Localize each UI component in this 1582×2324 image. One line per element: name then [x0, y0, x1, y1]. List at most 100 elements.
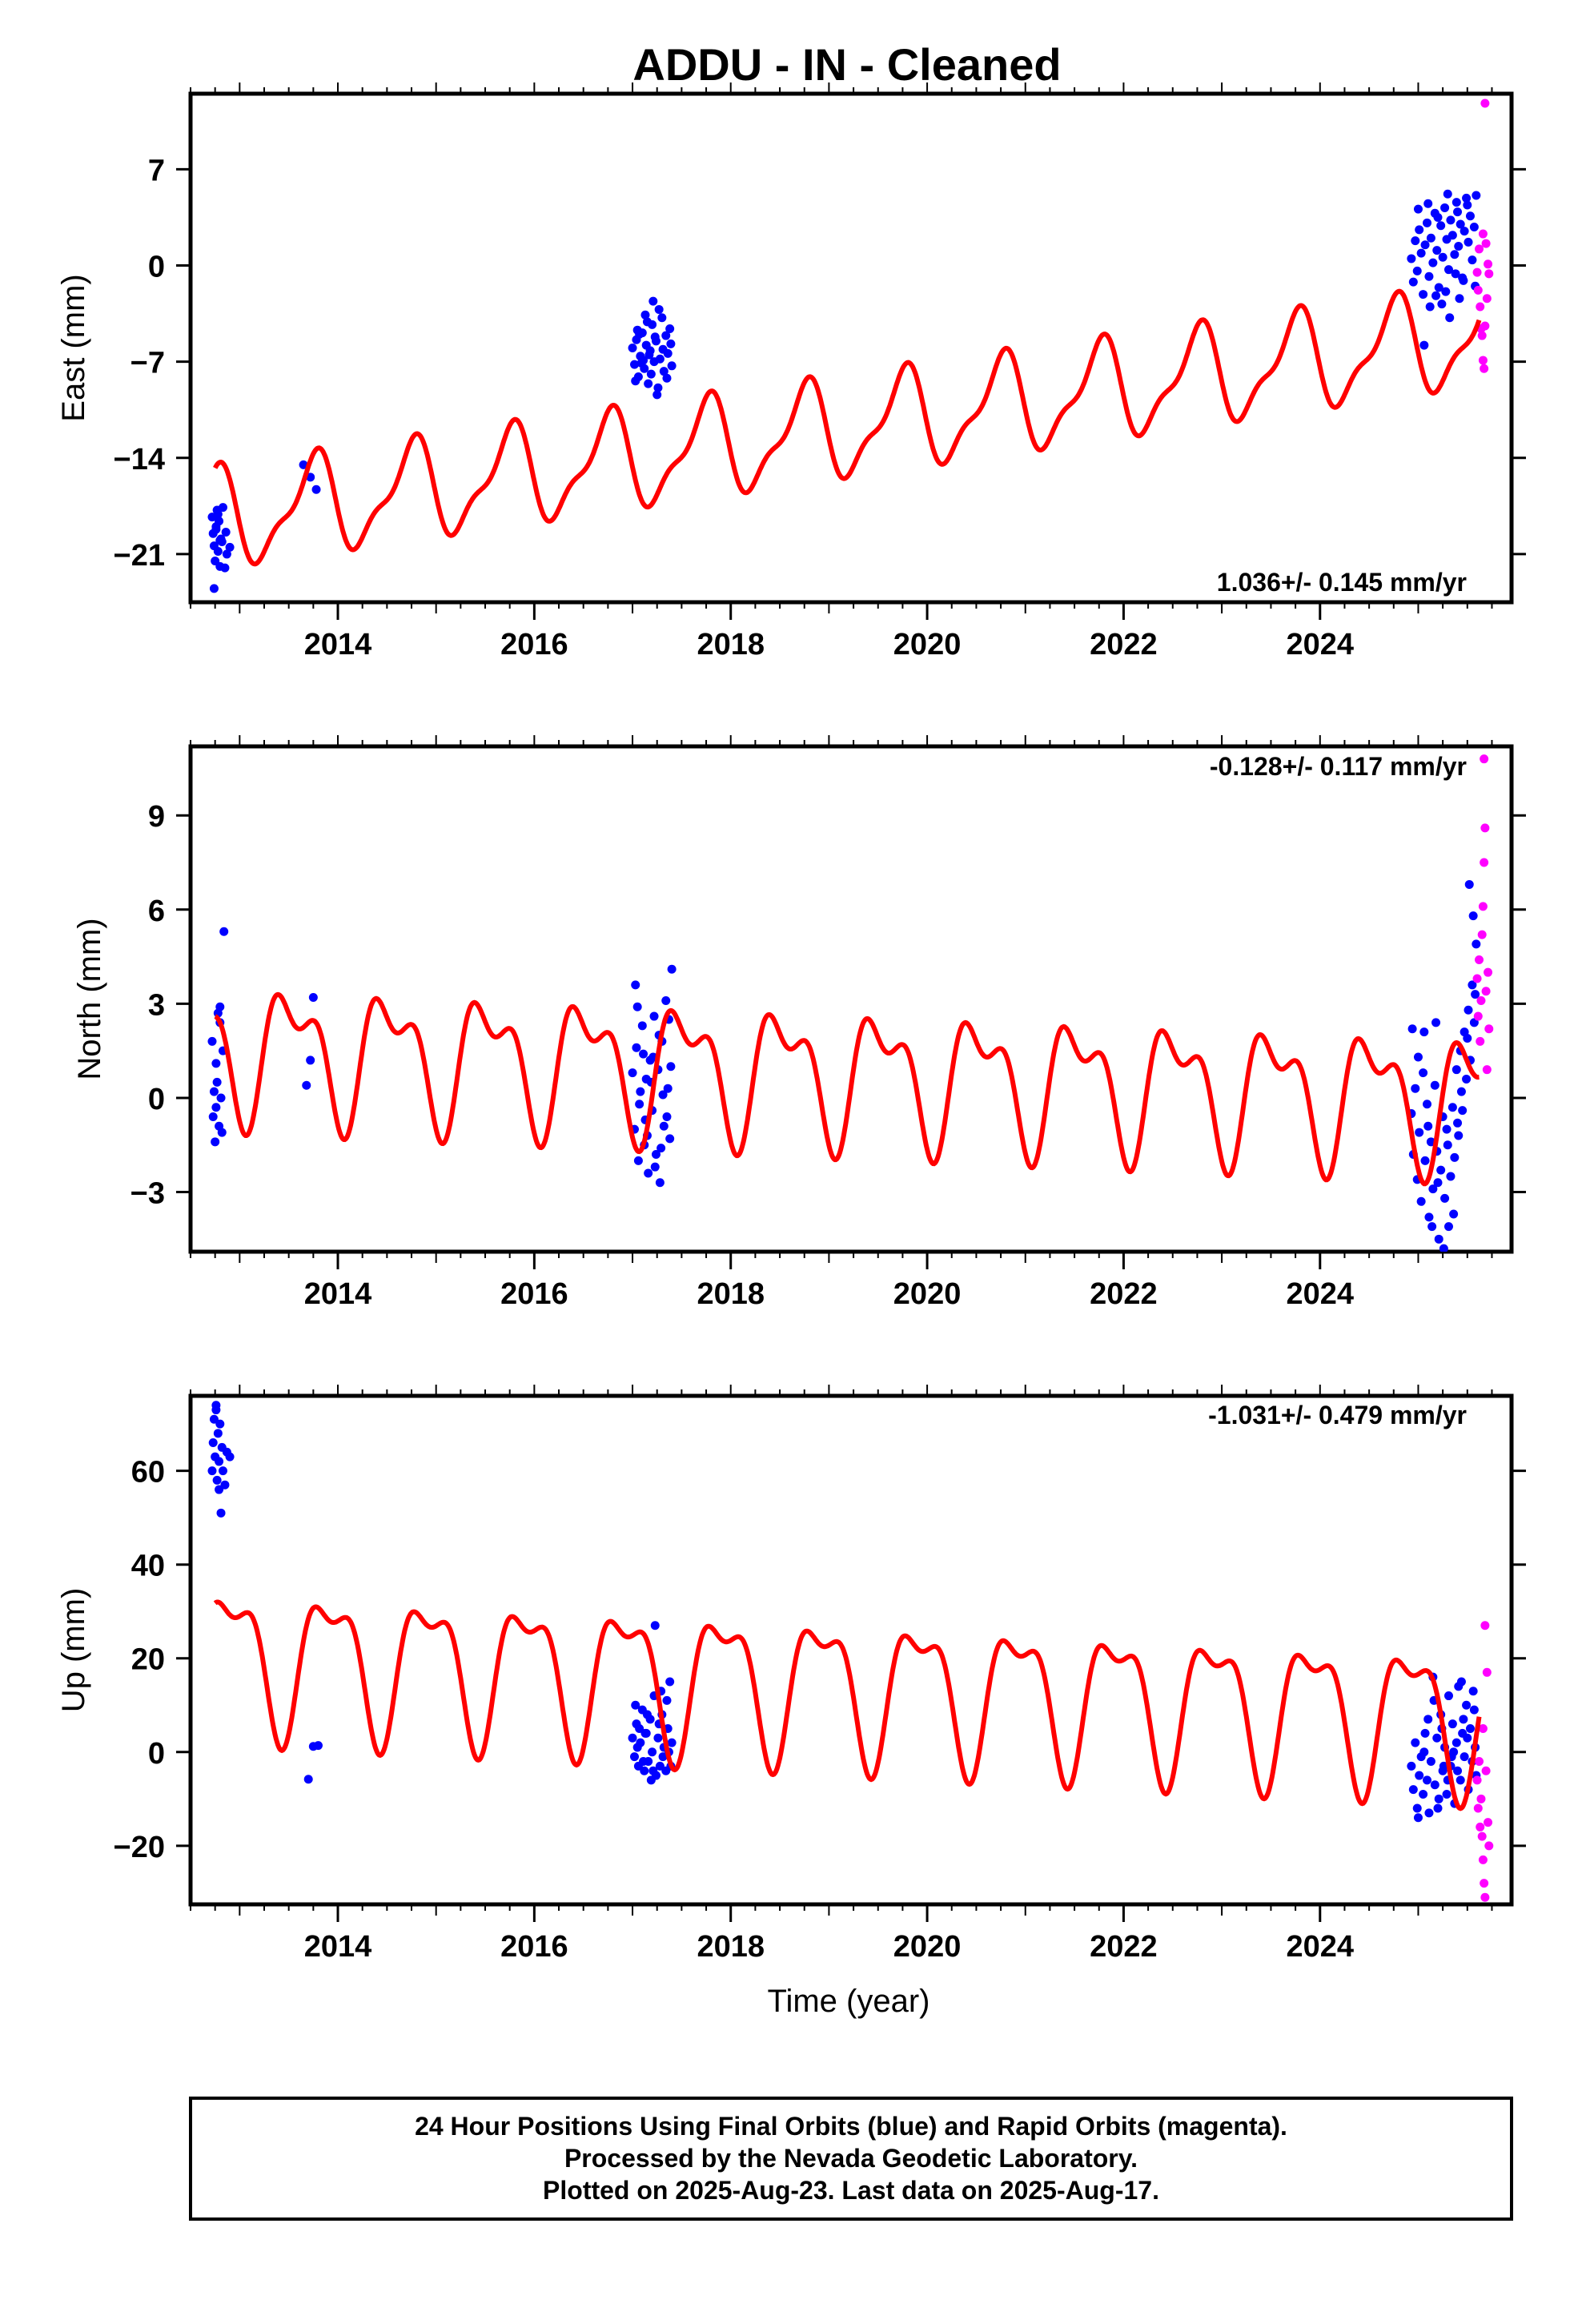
data-point [1482, 1667, 1492, 1677]
data-point [1476, 1822, 1485, 1831]
data-point [1437, 300, 1447, 309]
y-tick-label: 60 [131, 1456, 165, 1490]
data-point [636, 358, 646, 368]
footer-line-2: Processed by the Nevada Geodetic Laborat… [564, 2144, 1138, 2173]
data-point [1469, 222, 1479, 231]
data-point [1430, 1780, 1439, 1790]
x-tick-label: 2022 [1090, 1277, 1158, 1311]
data-point [1426, 1756, 1435, 1766]
data-point [1453, 1766, 1463, 1775]
data-point [209, 1087, 219, 1096]
data-point [1412, 1803, 1422, 1813]
data-point [628, 1733, 637, 1743]
data-point [1456, 1775, 1465, 1785]
data-point [1469, 1018, 1479, 1027]
y-axis-title: Up (mm) [56, 1588, 91, 1713]
data-point [631, 1700, 640, 1710]
data-point [1439, 1761, 1448, 1771]
data-point [1423, 1121, 1433, 1131]
data-point [1408, 1785, 1418, 1795]
data-point [1440, 1193, 1450, 1203]
data-point [1416, 248, 1426, 258]
data-point [1484, 967, 1493, 977]
data-point [1431, 291, 1441, 300]
data-point [1447, 1719, 1457, 1729]
y-tick-label: −20 [114, 1831, 165, 1864]
data-point [1460, 1752, 1469, 1762]
data-point [1473, 1803, 1483, 1813]
data-point [640, 310, 650, 320]
data-point [1433, 212, 1443, 222]
data-point [1468, 911, 1478, 921]
data-point [652, 390, 662, 400]
data-point [1455, 294, 1464, 304]
data-point [1452, 1065, 1461, 1075]
data-point [207, 1466, 217, 1476]
data-point [215, 517, 224, 526]
x-tick-label: 2020 [893, 1277, 962, 1311]
data-point [662, 1695, 672, 1705]
data-point [1415, 1128, 1424, 1137]
x-tick-label: 2014 [304, 1930, 372, 1964]
data-point [1419, 1789, 1428, 1799]
data-point [653, 383, 663, 392]
y-tick-label: −21 [114, 539, 165, 573]
data-point [1442, 1789, 1452, 1799]
data-point [629, 360, 639, 369]
model-fit-curve [214, 991, 1480, 1187]
x-tick-label: 2024 [1287, 1277, 1355, 1311]
data-point [1472, 191, 1481, 200]
data-point [658, 1090, 668, 1100]
model-fit-curve [213, 1599, 1482, 1811]
x-tick-label: 2014 [304, 1277, 372, 1311]
data-point [640, 1728, 650, 1738]
data-point [1422, 218, 1431, 227]
data-point [1443, 1222, 1453, 1232]
data-point [1480, 754, 1489, 764]
data-point [1407, 254, 1416, 263]
series-rapid [1472, 1621, 1494, 1902]
data-point [1434, 1794, 1443, 1803]
data-point [1430, 1080, 1439, 1090]
data-point [208, 1112, 218, 1121]
data-point [1460, 227, 1469, 236]
data-point [1443, 265, 1453, 275]
data-point [655, 1761, 665, 1771]
x-tick-label: 2024 [1287, 628, 1355, 661]
velocity-label: 1.036+/- 0.145 mm/yr [1217, 568, 1467, 597]
plot-frame [188, 1393, 1514, 1907]
data-point [306, 1055, 315, 1065]
data-point [209, 1414, 219, 1424]
data-point [215, 536, 225, 545]
data-point [1423, 1715, 1433, 1724]
data-point [1480, 99, 1490, 108]
data-point [646, 1775, 656, 1785]
data-point [1465, 211, 1475, 221]
data-point [213, 547, 223, 556]
data-point [1478, 229, 1488, 239]
data-point [1419, 340, 1429, 350]
data-point [1480, 823, 1490, 833]
data-point [644, 1168, 653, 1178]
data-point [1472, 1775, 1482, 1785]
data-point [1475, 955, 1484, 965]
series-final [207, 189, 1481, 593]
north-panel: 2014 2016 2018 2020 2022 2024 9 6 3 0 −3 North (mm)… [72, 735, 1526, 1311]
data-point [1480, 1879, 1489, 1888]
data-point [1431, 1018, 1441, 1027]
data-point [1468, 255, 1477, 265]
data-point [1446, 215, 1456, 225]
data-point [211, 525, 221, 534]
data-point [1476, 1036, 1485, 1046]
data-point [667, 1738, 677, 1747]
data-point [1477, 1831, 1487, 1841]
data-point [1446, 1172, 1456, 1181]
data-point [1439, 1244, 1448, 1252]
data-point [632, 325, 642, 335]
data-point [1464, 879, 1474, 889]
data-point [1413, 1052, 1423, 1062]
data-point [1419, 1027, 1429, 1037]
y-tick-label: −3 [130, 1177, 165, 1211]
data-point [1469, 1705, 1479, 1715]
data-point [657, 313, 667, 323]
